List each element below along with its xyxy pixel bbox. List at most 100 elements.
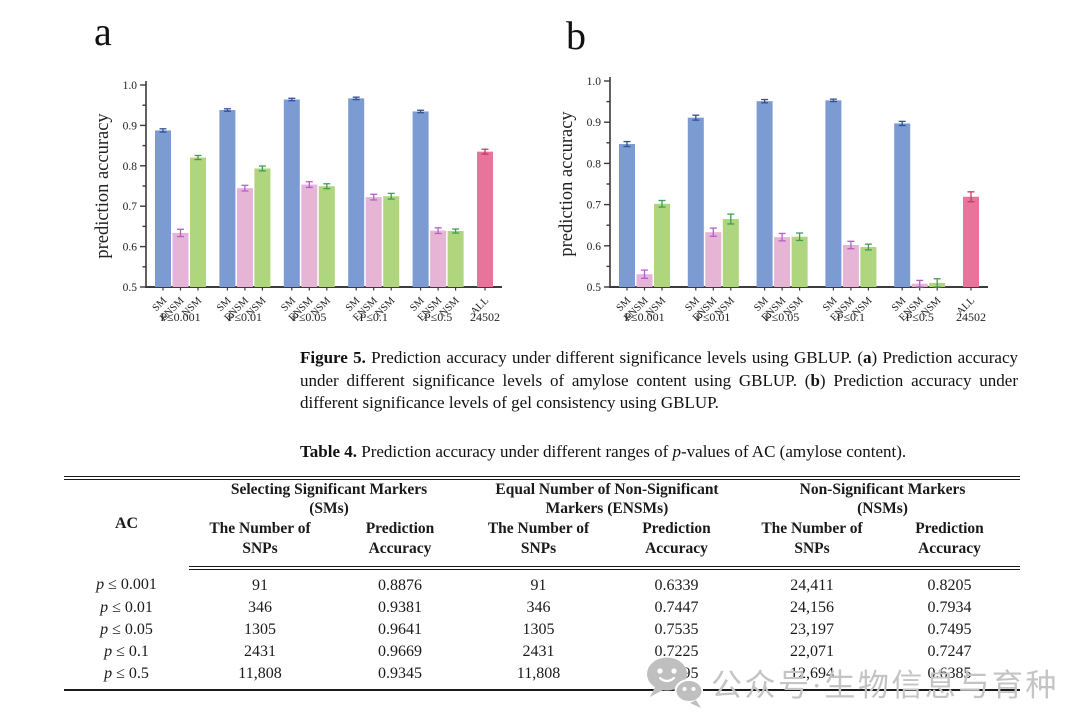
- y-axis-label: prediction accuracy: [93, 113, 113, 259]
- group-label: P≤0.001: [160, 310, 200, 324]
- bar: [283, 99, 300, 287]
- group-header-line: Equal Number of Non-Significant: [495, 481, 719, 498]
- bar: [172, 232, 189, 287]
- col-header-number-sms: The Number of SNPs: [189, 518, 331, 570]
- value-cell: 2431: [244, 643, 276, 660]
- value-cell: 0.7247: [927, 643, 972, 660]
- table-row: p ≤ 0.1 2431 0.9669 2431 0.7225 22,071 0.7247: [64, 641, 1020, 663]
- value-cell: 24,156: [790, 599, 834, 616]
- sub-header-line: The Number of: [209, 520, 311, 537]
- value-cell: 0.7535: [654, 621, 699, 638]
- bar: [654, 203, 670, 287]
- bar: [155, 130, 171, 287]
- group-label: P≤0.1: [837, 310, 865, 324]
- y-tick-label: 0.6: [123, 242, 138, 254]
- bar: [687, 117, 704, 287]
- group-label: P≤0.01: [696, 310, 730, 324]
- bar: [254, 168, 271, 287]
- ac-range-cell: p ≤ 0.05: [100, 621, 153, 638]
- col-header-accuracy-nsms: Prediction Accuracy: [879, 518, 1021, 570]
- bar: [705, 232, 722, 287]
- wechat-chat-bubbles-icon: [647, 657, 703, 708]
- caption-text-run: ) Prediction accuracy under different si…: [300, 348, 1018, 390]
- table-row: p ≤ 0.001 91 0.8876 91 0.6339 24,411 0.8205: [64, 568, 1020, 597]
- value-cell: 1305: [244, 621, 276, 638]
- sub-header-row: The Number of SNPs Prediction Accuracy The…: [64, 518, 1021, 570]
- y-tick-label: 0.9: [587, 117, 602, 129]
- group-label: P≤0.05: [292, 310, 326, 324]
- bar: [383, 196, 400, 287]
- group-header-line: Non-Significant Markers: [799, 481, 966, 498]
- table-caption-pre: Prediction accuracy under different rang…: [357, 442, 673, 461]
- y-tick-label: 0.7: [123, 201, 138, 213]
- group-label: P≤0.01: [228, 310, 262, 324]
- value-cell: 0.7225: [654, 643, 699, 660]
- value-cell: 23,197: [790, 621, 834, 638]
- bar: [756, 101, 773, 287]
- bar: [860, 247, 877, 287]
- group-label: 24502: [956, 310, 986, 324]
- value-cell: 91: [252, 577, 268, 594]
- group-label: P≤0.1: [360, 310, 388, 324]
- bar: [190, 157, 206, 287]
- caption-text-run: Prediction accuracy under different sign…: [371, 348, 863, 367]
- table-row: p ≤ 0.05 1305 0.9641 1305 0.7535 23,197 0.7495: [64, 619, 1020, 641]
- y-tick-label: 0.5: [587, 282, 602, 294]
- bar: [318, 186, 335, 287]
- bar: [477, 151, 493, 287]
- sub-header-line: SNPs: [794, 540, 830, 557]
- sub-header-line: The Number of: [487, 520, 590, 537]
- watermark: 公众号·生物信息与育种: [645, 654, 1059, 710]
- value-cell: 0.9641: [378, 621, 422, 638]
- bar: [219, 110, 236, 287]
- col-group-nsms: Non-Significant Markers (NSMs): [745, 478, 1020, 518]
- ac-range-cell: p ≤ 0.5: [104, 665, 149, 682]
- bar: [447, 231, 464, 287]
- caption-bold-run: Figure 5.: [300, 348, 372, 367]
- y-tick-label: 0.8: [587, 158, 602, 170]
- results-table-wrapper: AC Selecting Significant Markers (SMs) Eq…: [64, 476, 1021, 691]
- y-tick-label: 0.6: [587, 241, 602, 253]
- bar: [236, 188, 253, 287]
- caption-bold-run: b: [810, 370, 820, 390]
- ac-range-cell: p ≤ 0.001: [96, 576, 157, 593]
- bar: [842, 244, 859, 287]
- figure-caption: Figure 5. Prediction accuracy under diff…: [300, 347, 1018, 415]
- group-label: P≤0.5: [424, 310, 452, 324]
- bar: [963, 196, 979, 287]
- y-tick-label: 1.0: [587, 76, 602, 88]
- value-cell: 24,411: [790, 577, 834, 594]
- value-cell: 11,808: [238, 665, 282, 682]
- value-cell: 346: [526, 599, 551, 616]
- sub-header-line: SNPs: [242, 540, 278, 557]
- table-caption: Table 4. Prediction accuracy under diffe…: [300, 441, 1020, 463]
- sub-header-line: Accuracy: [645, 540, 708, 557]
- group-header-line: (SMs): [309, 500, 349, 517]
- sub-header-line: Prediction: [642, 520, 711, 537]
- value-cell: 12,694: [790, 665, 834, 682]
- watermark-text: 公众号·生物信息与育种: [711, 667, 1059, 703]
- ac-range-cell: p ≤ 0.01: [100, 599, 153, 616]
- col-header-ac: AC: [114, 515, 139, 532]
- y-tick-label: 0.8: [123, 161, 138, 173]
- bar: [412, 111, 429, 287]
- col-group-sms: Selecting Significant Markers (SMs): [189, 478, 469, 518]
- y-tick-label: 0.9: [123, 120, 138, 132]
- sub-header-line: Accuracy: [918, 540, 981, 557]
- group-header-line: Markers (ENSMs): [545, 500, 669, 517]
- bar: [301, 184, 318, 287]
- value-cell: 0.8205: [927, 577, 972, 594]
- value-cell: 0.6385: [927, 665, 972, 682]
- value-cell: 1305: [522, 621, 555, 638]
- y-axis-label: prediction accuracy: [557, 111, 577, 257]
- caption-text-run: ) Prediction accuracy under different si…: [300, 370, 1018, 413]
- caption-bold-run: a: [863, 348, 872, 367]
- panel-label-b: b: [566, 13, 586, 58]
- table-caption-label: Table 4.: [300, 442, 358, 461]
- col-header-accuracy-ensms: Prediction Accuracy: [608, 518, 745, 570]
- y-tick-label: 0.5: [123, 282, 138, 294]
- group-label: P≤0.5: [906, 310, 934, 324]
- table-row: p ≤ 0.01 346 0.9381 346 0.7447 24,156 0.7934: [64, 597, 1020, 619]
- y-tick-label: 1.0: [123, 80, 138, 92]
